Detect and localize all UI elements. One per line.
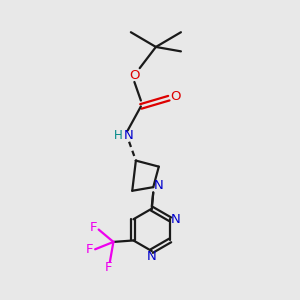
- Text: F: F: [86, 243, 94, 256]
- Text: F: F: [90, 221, 97, 234]
- Text: H: H: [114, 129, 123, 142]
- Text: N: N: [154, 179, 164, 192]
- Text: O: O: [170, 90, 181, 103]
- Text: F: F: [105, 261, 112, 274]
- Text: N: N: [124, 129, 134, 142]
- Text: N: N: [147, 250, 157, 263]
- Text: O: O: [129, 69, 140, 82]
- Text: N: N: [171, 213, 180, 226]
